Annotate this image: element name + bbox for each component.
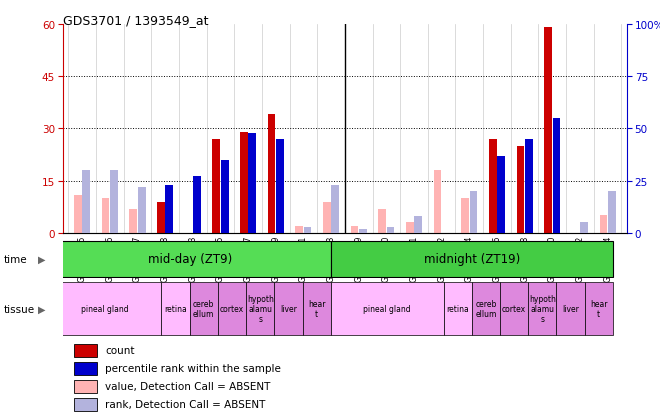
Bar: [162, 282, 189, 335]
Bar: [406, 223, 414, 233]
Text: cereb
ellum: cereb ellum: [475, 299, 496, 318]
Bar: [378, 209, 386, 233]
Bar: [74, 380, 96, 393]
Text: hypoth
alamu
s: hypoth alamu s: [247, 294, 274, 323]
Bar: [552, 119, 560, 233]
Text: hypoth
alamu
s: hypoth alamu s: [529, 294, 556, 323]
Bar: [585, 282, 613, 335]
Bar: [414, 217, 422, 233]
Text: cortex: cortex: [502, 304, 526, 313]
Bar: [267, 115, 275, 233]
Bar: [74, 362, 96, 375]
Bar: [276, 140, 284, 233]
Text: count: count: [105, 345, 135, 355]
Text: tissue: tissue: [3, 304, 34, 314]
Bar: [331, 241, 613, 277]
Bar: [489, 140, 496, 233]
Bar: [138, 188, 145, 233]
Text: cortex: cortex: [220, 304, 244, 313]
Bar: [544, 28, 552, 233]
Bar: [220, 160, 228, 233]
Bar: [556, 282, 585, 335]
Bar: [517, 147, 524, 233]
Bar: [608, 192, 616, 233]
Bar: [240, 133, 248, 233]
Bar: [331, 282, 444, 335]
Bar: [275, 282, 302, 335]
Text: percentile rank within the sample: percentile rank within the sample: [105, 363, 281, 373]
Text: retina: retina: [446, 304, 469, 313]
Bar: [304, 227, 312, 233]
Bar: [599, 216, 607, 233]
Bar: [525, 140, 533, 233]
Bar: [74, 344, 96, 357]
Bar: [166, 185, 173, 233]
Bar: [500, 282, 528, 335]
Bar: [580, 223, 588, 233]
Text: value, Detection Call = ABSENT: value, Detection Call = ABSENT: [105, 381, 271, 391]
Text: cereb
ellum: cereb ellum: [193, 299, 214, 318]
Text: retina: retina: [164, 304, 187, 313]
Bar: [82, 171, 90, 233]
Bar: [49, 241, 331, 277]
Bar: [434, 171, 442, 233]
Bar: [157, 202, 164, 233]
Bar: [129, 209, 137, 233]
Bar: [295, 226, 303, 233]
Bar: [323, 202, 331, 233]
Bar: [498, 156, 505, 233]
Text: pineal gland: pineal gland: [364, 304, 411, 313]
Text: hear
t: hear t: [308, 299, 325, 318]
Bar: [302, 282, 331, 335]
Bar: [213, 140, 220, 233]
Text: liver: liver: [280, 304, 297, 313]
Text: mid-day (ZT9): mid-day (ZT9): [148, 253, 232, 266]
Bar: [246, 282, 275, 335]
Text: rank, Detection Call = ABSENT: rank, Detection Call = ABSENT: [105, 399, 265, 409]
Bar: [387, 227, 395, 233]
Text: GDS3701 / 1393549_at: GDS3701 / 1393549_at: [63, 14, 208, 27]
Bar: [102, 199, 110, 233]
Bar: [350, 226, 358, 233]
Bar: [472, 282, 500, 335]
Text: ▶: ▶: [38, 254, 46, 264]
Text: hear
t: hear t: [590, 299, 608, 318]
Bar: [359, 229, 367, 233]
Bar: [189, 282, 218, 335]
Bar: [49, 282, 162, 335]
Bar: [74, 398, 96, 411]
Bar: [193, 177, 201, 233]
Text: pineal gland: pineal gland: [81, 304, 129, 313]
Bar: [444, 282, 472, 335]
Text: time: time: [3, 254, 27, 264]
Bar: [470, 192, 477, 233]
Bar: [461, 199, 469, 233]
Bar: [248, 133, 256, 233]
Bar: [528, 282, 556, 335]
Bar: [218, 282, 246, 335]
Bar: [110, 171, 118, 233]
Text: midnight (ZT19): midnight (ZT19): [424, 253, 520, 266]
Text: liver: liver: [562, 304, 579, 313]
Text: ▶: ▶: [38, 304, 46, 314]
Bar: [331, 185, 339, 233]
Bar: [74, 195, 82, 233]
